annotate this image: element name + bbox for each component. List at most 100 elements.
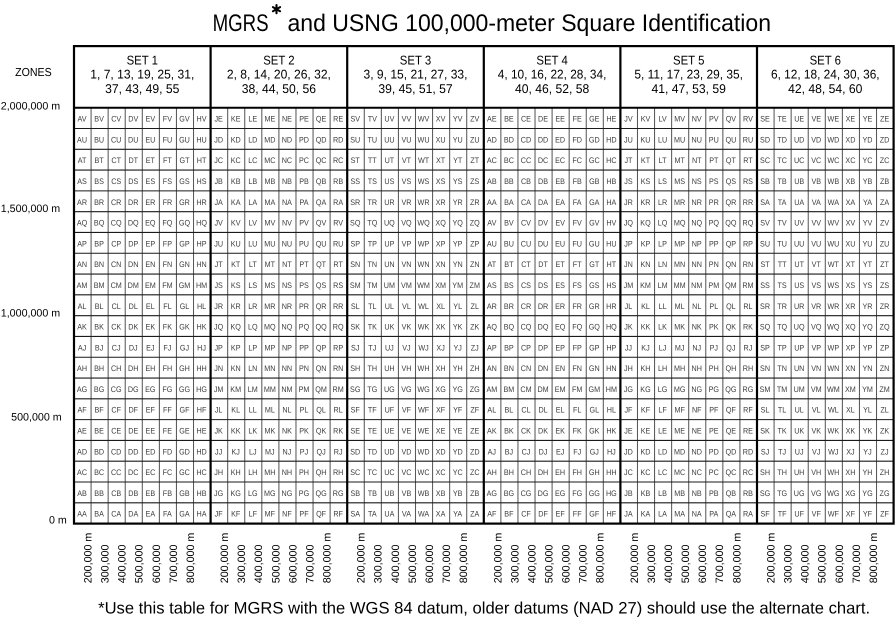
svg-text:RD: RD — [333, 135, 344, 144]
svg-text:GR: GR — [589, 302, 600, 311]
svg-text:XP: XP — [846, 343, 856, 352]
svg-text:MQ: MQ — [264, 323, 276, 332]
svg-text:MA: MA — [674, 510, 685, 519]
svg-text:MGRS: MGRS — [213, 10, 269, 37]
svg-text:YE: YE — [453, 427, 463, 436]
svg-text:RT: RT — [333, 260, 343, 269]
svg-text:KA: KA — [231, 198, 241, 207]
svg-text:CT: CT — [111, 156, 121, 165]
svg-text:VE: VE — [402, 427, 412, 436]
svg-text:EV: EV — [146, 115, 156, 124]
svg-text:MF: MF — [265, 510, 275, 519]
svg-text:ET: ET — [146, 156, 155, 165]
svg-text:TP: TP — [368, 239, 377, 248]
svg-text:UJ: UJ — [385, 343, 394, 352]
svg-text:WF: WF — [418, 406, 429, 415]
svg-text:BP: BP — [94, 239, 104, 248]
svg-text:ZJ: ZJ — [471, 343, 479, 352]
svg-text:TR: TR — [368, 198, 378, 207]
svg-text:TD: TD — [777, 135, 787, 144]
svg-text:ZD: ZD — [470, 447, 480, 456]
svg-text:SET 6: SET 6 — [810, 54, 841, 68]
svg-text:QE: QE — [726, 427, 736, 436]
svg-text:KM: KM — [640, 281, 651, 290]
svg-text:AT: AT — [78, 156, 87, 165]
svg-text:JD: JD — [214, 135, 223, 144]
svg-text:LV: LV — [658, 115, 667, 124]
svg-text:BB: BB — [94, 489, 104, 498]
svg-text:GC: GC — [179, 468, 190, 477]
svg-text:KL: KL — [641, 302, 650, 311]
svg-text:EU: EU — [145, 135, 155, 144]
svg-text:NA: NA — [282, 198, 293, 207]
svg-text:WS: WS — [828, 281, 840, 290]
svg-text:800,000 m: 800,000 m — [185, 533, 197, 584]
svg-text:JU: JU — [214, 239, 223, 248]
svg-text:EM: EM — [555, 385, 566, 394]
svg-text:EG: EG — [145, 385, 155, 394]
svg-text:NK: NK — [692, 323, 703, 332]
svg-text:TA: TA — [368, 510, 377, 519]
svg-text:700,000: 700,000 — [168, 545, 180, 584]
svg-text:LB: LB — [248, 177, 257, 186]
svg-text:JH: JH — [624, 364, 633, 373]
svg-text:LD: LD — [658, 447, 667, 456]
svg-text:UQ: UQ — [794, 323, 805, 332]
svg-text:CG: CG — [521, 489, 532, 498]
svg-text:PU: PU — [299, 239, 309, 248]
svg-text:YC: YC — [453, 468, 463, 477]
svg-text:XH: XH — [845, 468, 855, 477]
svg-text:DF: DF — [538, 510, 548, 519]
svg-text:CM: CM — [111, 281, 122, 290]
svg-text:BU: BU — [94, 135, 104, 144]
svg-text:JM: JM — [624, 281, 634, 290]
svg-text:ZV: ZV — [880, 219, 890, 228]
svg-text:TV: TV — [778, 219, 788, 228]
svg-text:MG: MG — [674, 385, 686, 394]
svg-text:SK: SK — [760, 427, 770, 436]
svg-text:ST: ST — [351, 156, 360, 165]
svg-text:TU: TU — [368, 135, 378, 144]
svg-text:NE: NE — [282, 115, 292, 124]
svg-text:ZA: ZA — [470, 510, 480, 519]
svg-text:MN: MN — [674, 260, 685, 269]
svg-text:TG: TG — [367, 385, 377, 394]
svg-text:JR: JR — [624, 198, 633, 207]
svg-text:600,000: 600,000 — [834, 545, 846, 584]
svg-text:EL: EL — [146, 302, 155, 311]
svg-text:XN: XN — [845, 364, 855, 373]
svg-text:TK: TK — [778, 427, 788, 436]
svg-text:VG: VG — [401, 385, 411, 394]
svg-text:GG: GG — [179, 385, 190, 394]
svg-text:WU: WU — [418, 135, 430, 144]
svg-text:NA: NA — [692, 510, 703, 519]
svg-text:BS: BS — [504, 281, 514, 290]
svg-text:ZB: ZB — [880, 177, 889, 186]
svg-text:1,500,000 m: 1,500,000 m — [1, 203, 61, 215]
svg-text:VR: VR — [401, 198, 411, 207]
svg-text:LM: LM — [658, 281, 668, 290]
svg-text:ZU: ZU — [470, 135, 480, 144]
svg-text:TA: TA — [778, 198, 787, 207]
svg-text:XP: XP — [436, 239, 446, 248]
svg-text:AB: AB — [77, 489, 87, 498]
svg-text:NS: NS — [282, 281, 292, 290]
svg-text:DP: DP — [128, 239, 138, 248]
svg-text:XD: XD — [845, 135, 855, 144]
svg-text:SF: SF — [760, 510, 769, 519]
svg-text:UM: UM — [794, 385, 805, 394]
svg-text:PA: PA — [709, 510, 719, 519]
svg-text:BA: BA — [504, 198, 514, 207]
svg-text:JK: JK — [624, 323, 633, 332]
svg-text:FS: FS — [573, 281, 582, 290]
svg-text:QF: QF — [726, 406, 736, 415]
svg-text:FJ: FJ — [573, 447, 581, 456]
svg-text:GK: GK — [179, 323, 190, 332]
svg-text:200,000 m: 200,000 m — [629, 533, 641, 584]
svg-text:RK: RK — [743, 323, 754, 332]
svg-text:HJ: HJ — [607, 447, 616, 456]
svg-text:WS: WS — [418, 177, 430, 186]
svg-text:NE: NE — [692, 427, 702, 436]
svg-text:BF: BF — [504, 510, 513, 519]
svg-text:LT: LT — [249, 260, 257, 269]
